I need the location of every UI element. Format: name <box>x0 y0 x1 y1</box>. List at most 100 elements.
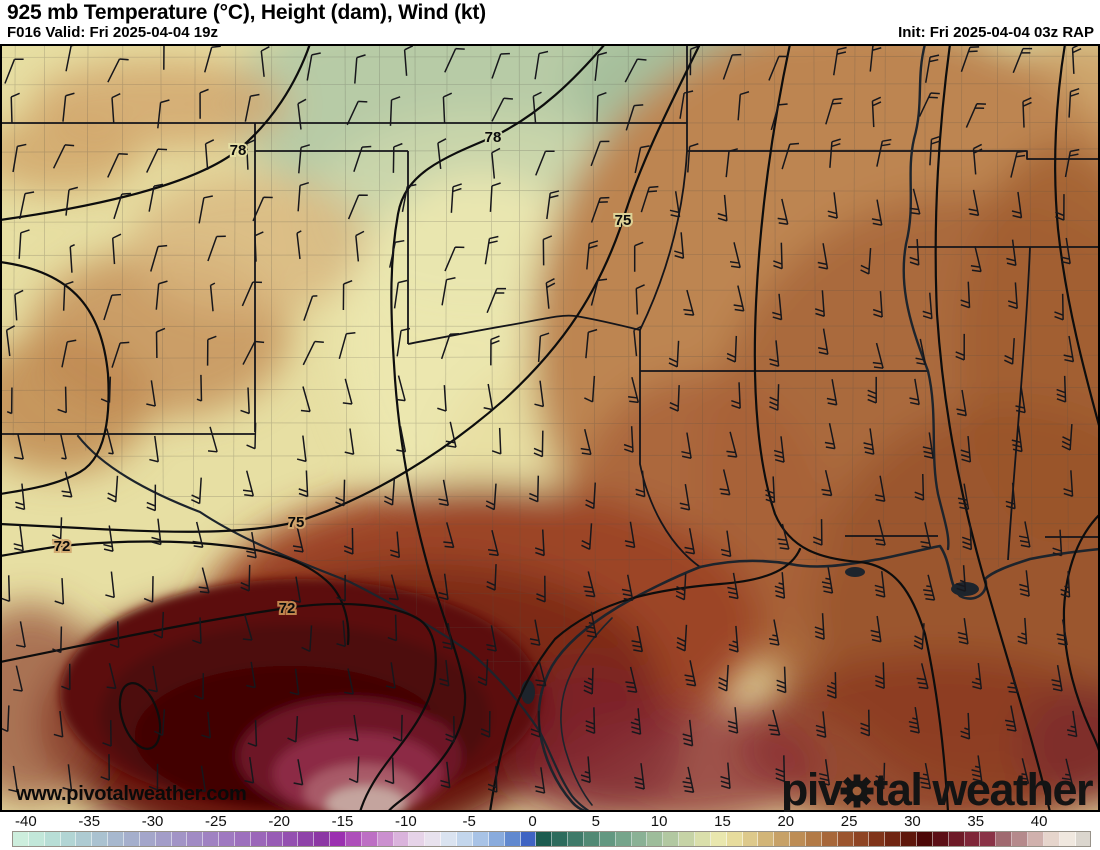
contour-78-central <box>386 44 607 812</box>
scale-color <box>790 832 806 846</box>
scale-tick-label: -30 <box>141 813 164 830</box>
map-graphic: 78 78 75 75 72 72 <box>0 44 1100 812</box>
scale-color <box>742 832 759 846</box>
contour-east-4 <box>1062 512 1100 758</box>
scale-color <box>583 832 600 846</box>
scale-color <box>250 832 267 846</box>
scale-color <box>346 832 362 846</box>
scale-color <box>361 832 378 846</box>
barrier-islands <box>560 617 613 806</box>
scale-color <box>520 832 537 846</box>
contour-labels: 78 78 75 75 72 72 <box>52 127 634 619</box>
scale-tick-label: -15 <box>331 813 354 830</box>
contour-label: 72 <box>279 600 296 617</box>
scale-color <box>1059 832 1076 846</box>
contour-label: 72 <box>54 538 71 555</box>
scale-color <box>441 832 458 846</box>
scale-tick-label: -5 <box>462 813 476 830</box>
pivotal-weather-logo: piv tal weather <box>781 767 1094 812</box>
contour-label: 78 <box>230 142 247 159</box>
rio-grande-river <box>76 434 592 812</box>
contour-west-strand <box>0 260 110 496</box>
scale-tick-label: -25 <box>205 813 227 830</box>
contour-closed-low <box>118 682 162 750</box>
scale-color <box>472 832 489 846</box>
scale-color <box>203 832 220 846</box>
scale-color <box>552 832 569 846</box>
scale-color <box>885 832 902 846</box>
scale-tick-label: 5 <box>591 813 600 830</box>
scale-color <box>124 832 140 846</box>
scale-color <box>615 832 632 846</box>
forecast-valid-label: F016 Valid: Fri 2025-04-04 19z <box>7 24 218 41</box>
scale-color <box>108 832 125 846</box>
scale-color <box>996 832 1013 846</box>
scale-color <box>599 832 616 846</box>
scale-color <box>1012 832 1028 846</box>
scale-color <box>774 832 791 846</box>
contour-south-arch <box>488 547 802 812</box>
scale-tick-label: -40 <box>15 813 37 830</box>
scale-color <box>60 832 77 846</box>
scale-color <box>282 832 299 846</box>
scale-tick-label: 30 <box>904 813 921 830</box>
scale-color <box>76 832 93 846</box>
scale-color <box>948 832 965 846</box>
watermark-url: www.pivotalweather.com <box>16 783 247 805</box>
scalebar-tick-labels: -40 -35 -30 -25 -20 -15 -10 -5 0 5 10 15 20 25 30 35 40 <box>0 813 1100 830</box>
map-header: 925 mb Temperature (°C), Height (dam), W… <box>0 0 1100 44</box>
scale-tick-label: -10 <box>395 813 417 830</box>
model-init-label: Init: Fri 2025-04-04 03z RAP <box>898 24 1094 41</box>
scale-color <box>330 832 347 846</box>
page-title: 925 mb Temperature (°C), Height (dam), W… <box>7 1 486 24</box>
scale-color <box>837 832 854 846</box>
scale-color <box>488 832 505 846</box>
scale-color <box>266 832 283 846</box>
scale-tick-label: 15 <box>714 813 731 830</box>
mississippi-river <box>902 44 950 551</box>
contour-75 <box>0 44 702 533</box>
scale-color <box>393 832 410 846</box>
scale-tick-label: 25 <box>840 813 858 830</box>
coastal-marsh <box>845 567 865 577</box>
header-subrow: F016 Valid: Fri 2025-04-04 19z Init: Fri… <box>0 24 1100 43</box>
scale-color <box>916 832 933 846</box>
contour-east-3 <box>1054 44 1100 431</box>
scale-color <box>235 832 251 846</box>
wind-barbs <box>0 44 1082 794</box>
scale-color <box>314 832 331 846</box>
scale-color <box>425 832 442 846</box>
scale-color <box>726 832 743 846</box>
scale-color <box>155 832 172 846</box>
scale-color <box>821 832 838 846</box>
scale-color <box>964 832 981 846</box>
scale-color <box>710 832 727 846</box>
scale-color <box>377 832 394 846</box>
contour-label: 78 <box>485 129 502 146</box>
scale-tick-label: -35 <box>78 813 101 830</box>
scale-color <box>187 832 204 846</box>
scale-color <box>647 832 664 846</box>
scale-color <box>536 832 553 846</box>
scale-color <box>409 832 426 846</box>
scale-color <box>139 832 156 846</box>
scale-color <box>568 832 584 846</box>
scale-color <box>13 832 29 846</box>
scale-color <box>298 832 315 846</box>
scale-color <box>853 832 870 846</box>
logo-text-post: tal weather <box>873 764 1093 815</box>
scale-tick-label: -20 <box>268 813 291 830</box>
scale-color <box>92 832 109 846</box>
contour-label: 75 <box>288 514 305 531</box>
scale-color <box>679 832 695 846</box>
scale-color <box>1075 832 1091 846</box>
scale-tick-label: 10 <box>650 813 668 830</box>
scale-tick-label: 20 <box>777 813 795 830</box>
scale-color <box>1028 832 1044 846</box>
scale-color <box>980 832 997 846</box>
scale-color <box>28 832 45 846</box>
gear-icon <box>840 774 874 808</box>
scale-color <box>504 832 521 846</box>
scale-tick-label: 35 <box>967 813 985 830</box>
scale-tick-label: 0 <box>528 813 537 830</box>
